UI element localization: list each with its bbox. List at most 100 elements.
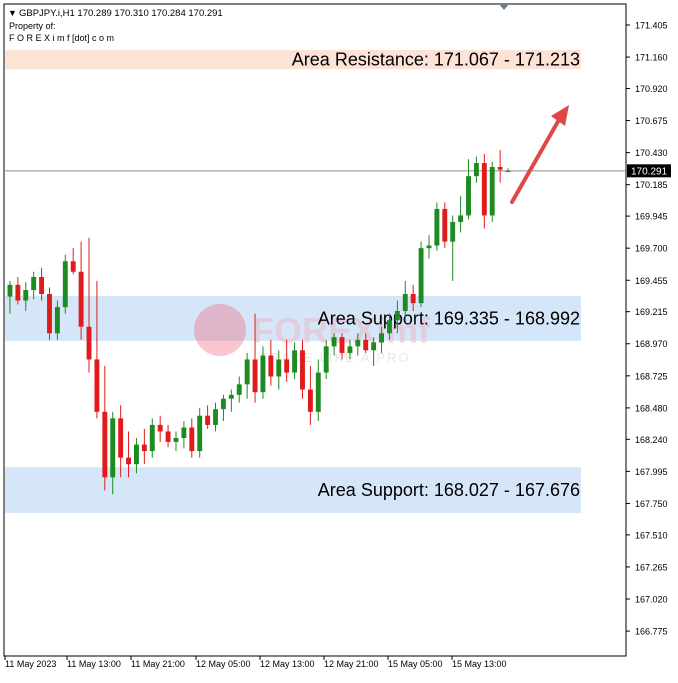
candle-body: [315, 372, 321, 412]
candle-body: [118, 418, 124, 458]
price-tick-label: 169.215: [635, 307, 668, 317]
candle: [315, 359, 321, 421]
price-tick-label: 168.240: [635, 435, 668, 445]
candle-body: [149, 424, 155, 452]
candle-body: [78, 271, 84, 327]
candle: [244, 352, 250, 399]
candle: [466, 159, 471, 220]
candle: [284, 339, 290, 382]
candle-body: [31, 276, 37, 291]
candle-body: [355, 339, 361, 347]
candle: [355, 333, 361, 356]
candle: [197, 407, 203, 458]
current-price-tag: [627, 164, 671, 178]
price-tick-label: 168.480: [635, 403, 668, 413]
candle-body: [410, 294, 416, 304]
candle: [307, 366, 313, 425]
candle: [181, 420, 187, 449]
candle: [450, 215, 456, 281]
candle-body: [379, 333, 384, 343]
candle: [213, 402, 218, 432]
candle-body: [157, 424, 163, 432]
candle-body: [387, 320, 392, 334]
price-tick-label: 169.945: [635, 212, 668, 222]
candle: [141, 428, 147, 465]
time-tick-label: 11 May 21:00: [131, 659, 185, 669]
candle-body: [54, 307, 60, 334]
candle-body: [70, 261, 76, 272]
resistance-zone-label: Area Resistance: 171.067 - 171.213: [292, 50, 580, 70]
candle: [236, 376, 242, 403]
candle: [442, 202, 448, 249]
candle-body: [23, 290, 29, 301]
candle-body: [300, 350, 305, 390]
candle: [78, 241, 84, 340]
candle: [39, 267, 45, 301]
candle-body: [205, 415, 211, 425]
price-tick-label: 169.700: [635, 244, 668, 254]
watermark-logo-icon: [194, 304, 246, 356]
candle-body: [426, 245, 432, 249]
price-tick-label: 167.265: [635, 562, 668, 572]
candle-body: [466, 176, 471, 216]
candle-body: [276, 359, 282, 377]
candle: [118, 405, 124, 478]
candle: [260, 346, 266, 399]
candle: [276, 350, 282, 390]
candle: [394, 300, 400, 334]
price-tick-label: 167.995: [635, 467, 668, 477]
price-tick-label: 170.185: [635, 180, 668, 190]
trend-arrow-head-icon: [551, 105, 569, 126]
candle-body: [228, 394, 234, 399]
candle-body: [141, 444, 147, 452]
time-tick-label: 12 May 13:00: [260, 659, 315, 669]
candle-body: [102, 411, 108, 478]
time-tick-label: 15 May 13:00: [452, 659, 507, 669]
candle: [23, 282, 29, 312]
candle-body: [505, 170, 511, 172]
candle: [149, 418, 155, 458]
candle: [157, 415, 163, 442]
candle: [323, 339, 329, 380]
candle-body: [347, 346, 353, 353]
candle: [505, 168, 511, 173]
candle: [434, 202, 440, 251]
candle-body: [260, 355, 266, 393]
candle: [94, 280, 100, 419]
price-tick-label: 168.970: [635, 339, 668, 349]
candle-body: [394, 311, 400, 321]
price-tick-label: 171.405: [635, 20, 668, 30]
candles-layer: [7, 150, 511, 495]
chart-shift-marker-icon[interactable]: [499, 4, 509, 10]
candle-body: [173, 438, 179, 442]
price-tick-label: 171.160: [635, 53, 668, 63]
candle: [228, 389, 234, 412]
candle-body: [62, 261, 68, 308]
candle: [54, 300, 60, 340]
candle: [31, 271, 37, 300]
candle: [473, 156, 479, 183]
candle-body: [126, 457, 131, 465]
candle-body: [481, 163, 487, 216]
candle-body: [339, 337, 345, 353]
candle: [220, 394, 226, 421]
candle-body: [47, 294, 52, 334]
dropdown-arrow-icon[interactable]: ▼: [8, 8, 17, 18]
price-tick-label: 166.775: [635, 627, 668, 637]
candle-body: [434, 208, 440, 246]
candle: [331, 333, 337, 356]
candle: [300, 339, 305, 399]
price-tick-label: 169.455: [635, 276, 668, 286]
property-label: Property of:: [9, 21, 56, 31]
price-tick-label: 167.750: [635, 499, 668, 509]
candle-body: [86, 326, 92, 360]
price-tick-label: 167.020: [635, 595, 668, 605]
candle-body: [39, 276, 45, 294]
candle: [173, 431, 179, 452]
symbol-info: GBPJPY.i,H1 170.289 170.310 170.284 170.…: [19, 8, 223, 19]
candle-body: [181, 427, 187, 438]
candle-body: [7, 284, 13, 297]
candle: [62, 254, 68, 314]
